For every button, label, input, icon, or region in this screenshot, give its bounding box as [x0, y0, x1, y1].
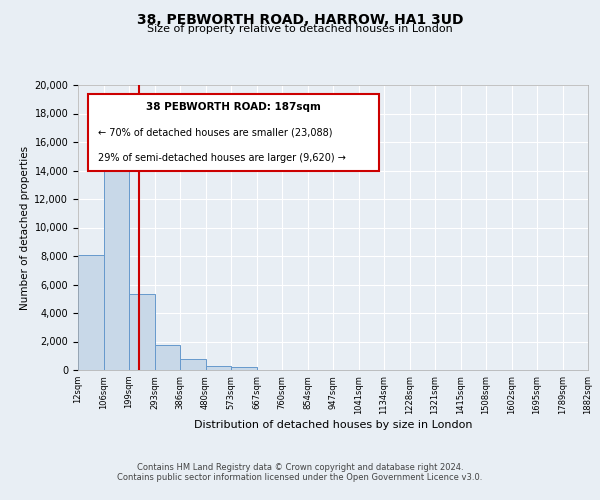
X-axis label: Distribution of detached houses by size in London: Distribution of detached houses by size … — [194, 420, 472, 430]
Bar — [155, 345, 180, 370]
Text: Contains HM Land Registry data © Crown copyright and database right 2024.: Contains HM Land Registry data © Crown c… — [137, 462, 463, 471]
Bar — [78, 254, 104, 370]
Text: 38, PEBWORTH ROAD, HARROW, HA1 3UD: 38, PEBWORTH ROAD, HARROW, HA1 3UD — [137, 12, 463, 26]
Bar — [129, 294, 155, 370]
Text: Contains public sector information licensed under the Open Government Licence v3: Contains public sector information licen… — [118, 472, 482, 482]
Bar — [231, 367, 257, 370]
Bar — [104, 135, 129, 370]
Y-axis label: Number of detached properties: Number of detached properties — [20, 146, 30, 310]
Text: 38 PEBWORTH ROAD: 187sqm: 38 PEBWORTH ROAD: 187sqm — [146, 102, 321, 112]
Text: ← 70% of detached houses are smaller (23,088): ← 70% of detached houses are smaller (23… — [98, 128, 333, 138]
Text: 29% of semi-detached houses are larger (9,620) →: 29% of semi-detached houses are larger (… — [98, 154, 346, 164]
Bar — [205, 366, 231, 370]
Bar — [180, 360, 205, 370]
Text: Size of property relative to detached houses in London: Size of property relative to detached ho… — [147, 24, 453, 34]
FancyBboxPatch shape — [88, 94, 379, 170]
